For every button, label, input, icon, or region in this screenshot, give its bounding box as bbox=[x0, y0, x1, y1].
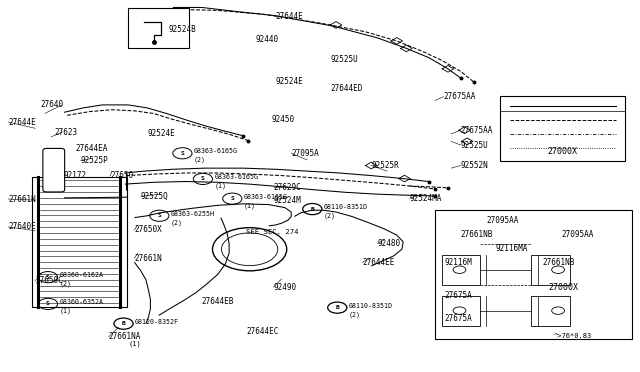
Text: (2): (2) bbox=[194, 157, 206, 163]
Bar bbox=[435, 210, 632, 339]
Text: 08110-8351D: 08110-8351D bbox=[324, 204, 368, 210]
Text: 92524E: 92524E bbox=[147, 129, 175, 138]
Bar bbox=[442, 296, 480, 326]
Bar bbox=[531, 255, 570, 285]
Text: 92450: 92450 bbox=[272, 115, 295, 124]
Text: 92116MA: 92116MA bbox=[496, 244, 529, 253]
Text: 27661NB: 27661NB bbox=[543, 258, 575, 267]
Text: 92525Q: 92525Q bbox=[141, 192, 168, 201]
Text: 27644E: 27644E bbox=[275, 12, 303, 21]
Text: 08363-6165G: 08363-6165G bbox=[194, 148, 238, 154]
Text: 27661N: 27661N bbox=[134, 254, 162, 263]
Text: 27675A: 27675A bbox=[445, 314, 472, 323]
Text: B: B bbox=[310, 206, 314, 212]
Bar bbox=[442, 255, 480, 285]
Text: ^>76*0.83: ^>76*0.83 bbox=[554, 333, 592, 339]
Text: 08363-6165G: 08363-6165G bbox=[244, 194, 288, 200]
Text: 92172: 92172 bbox=[64, 171, 87, 180]
Text: 08110-8351D: 08110-8351D bbox=[349, 303, 393, 309]
Text: 27661N: 27661N bbox=[8, 195, 36, 203]
Bar bbox=[128, 8, 189, 48]
Text: (2): (2) bbox=[171, 219, 183, 226]
Text: 27644ED: 27644ED bbox=[330, 84, 363, 93]
Text: (1): (1) bbox=[60, 307, 72, 314]
Text: S: S bbox=[201, 176, 205, 182]
Text: 27095AA: 27095AA bbox=[562, 230, 595, 239]
Text: 92525P: 92525P bbox=[81, 156, 108, 165]
Text: 27675AA: 27675AA bbox=[444, 92, 476, 101]
Text: 27644EB: 27644EB bbox=[202, 297, 234, 306]
Text: 27623: 27623 bbox=[54, 128, 77, 137]
Text: 27644EC: 27644EC bbox=[246, 327, 279, 336]
Text: 27644EA: 27644EA bbox=[76, 144, 108, 153]
Text: S: S bbox=[46, 275, 50, 280]
Text: 08363-6255H: 08363-6255H bbox=[171, 211, 215, 217]
Text: S: S bbox=[230, 196, 234, 201]
Text: 27675AA: 27675AA bbox=[461, 126, 493, 135]
Text: S: S bbox=[157, 213, 161, 218]
Text: 92480: 92480 bbox=[378, 239, 401, 248]
Text: 27661NA: 27661NA bbox=[109, 332, 141, 341]
Text: 08363-6165G: 08363-6165G bbox=[214, 174, 259, 180]
Text: 27644EE: 27644EE bbox=[362, 258, 395, 267]
Text: 27650C: 27650C bbox=[35, 276, 63, 285]
Text: (2): (2) bbox=[324, 212, 336, 219]
FancyBboxPatch shape bbox=[43, 148, 65, 192]
Bar bbox=[500, 96, 625, 161]
Text: 27000X: 27000X bbox=[548, 147, 578, 156]
Text: (1): (1) bbox=[214, 182, 227, 189]
Text: (2): (2) bbox=[349, 311, 361, 318]
Text: 27000X: 27000X bbox=[548, 283, 578, 292]
Text: (1): (1) bbox=[128, 341, 141, 347]
Text: (1): (1) bbox=[244, 202, 256, 209]
Text: B: B bbox=[335, 305, 339, 310]
Text: 92440: 92440 bbox=[256, 35, 279, 44]
Bar bbox=[531, 296, 570, 326]
Text: 08120-8352F: 08120-8352F bbox=[135, 319, 179, 325]
Text: 27650X: 27650X bbox=[134, 225, 162, 234]
Text: 92116M: 92116M bbox=[445, 258, 472, 267]
Text: 08360-6162A: 08360-6162A bbox=[60, 272, 104, 278]
Text: S: S bbox=[46, 301, 50, 307]
Text: 92524B: 92524B bbox=[168, 25, 196, 34]
Text: 92490: 92490 bbox=[273, 283, 296, 292]
Text: 27629C: 27629C bbox=[274, 183, 301, 192]
Text: 92524E: 92524E bbox=[275, 77, 303, 86]
Text: 27650: 27650 bbox=[110, 171, 133, 180]
Text: S: S bbox=[180, 151, 184, 156]
Text: 27095AA: 27095AA bbox=[486, 217, 519, 225]
Text: 27095A: 27095A bbox=[291, 149, 319, 158]
Text: 27661NB: 27661NB bbox=[461, 230, 493, 239]
Text: (2): (2) bbox=[60, 280, 72, 287]
Text: 92524M: 92524M bbox=[274, 196, 301, 205]
Text: B: B bbox=[122, 321, 125, 326]
Text: SEE SEC. 274: SEE SEC. 274 bbox=[246, 230, 299, 235]
Text: 08360-6352A: 08360-6352A bbox=[60, 299, 104, 305]
Bar bbox=[32, 177, 127, 307]
Text: 27644E: 27644E bbox=[8, 118, 36, 126]
Text: 92525U: 92525U bbox=[461, 141, 488, 150]
Text: 92524MA: 92524MA bbox=[410, 194, 442, 203]
Text: 92552N: 92552N bbox=[461, 161, 488, 170]
Text: 27675A: 27675A bbox=[445, 291, 472, 300]
Text: 27640E: 27640E bbox=[8, 222, 36, 231]
Text: 92525U: 92525U bbox=[331, 55, 358, 64]
Text: 92525R: 92525R bbox=[371, 161, 399, 170]
Text: 27640: 27640 bbox=[40, 100, 63, 109]
